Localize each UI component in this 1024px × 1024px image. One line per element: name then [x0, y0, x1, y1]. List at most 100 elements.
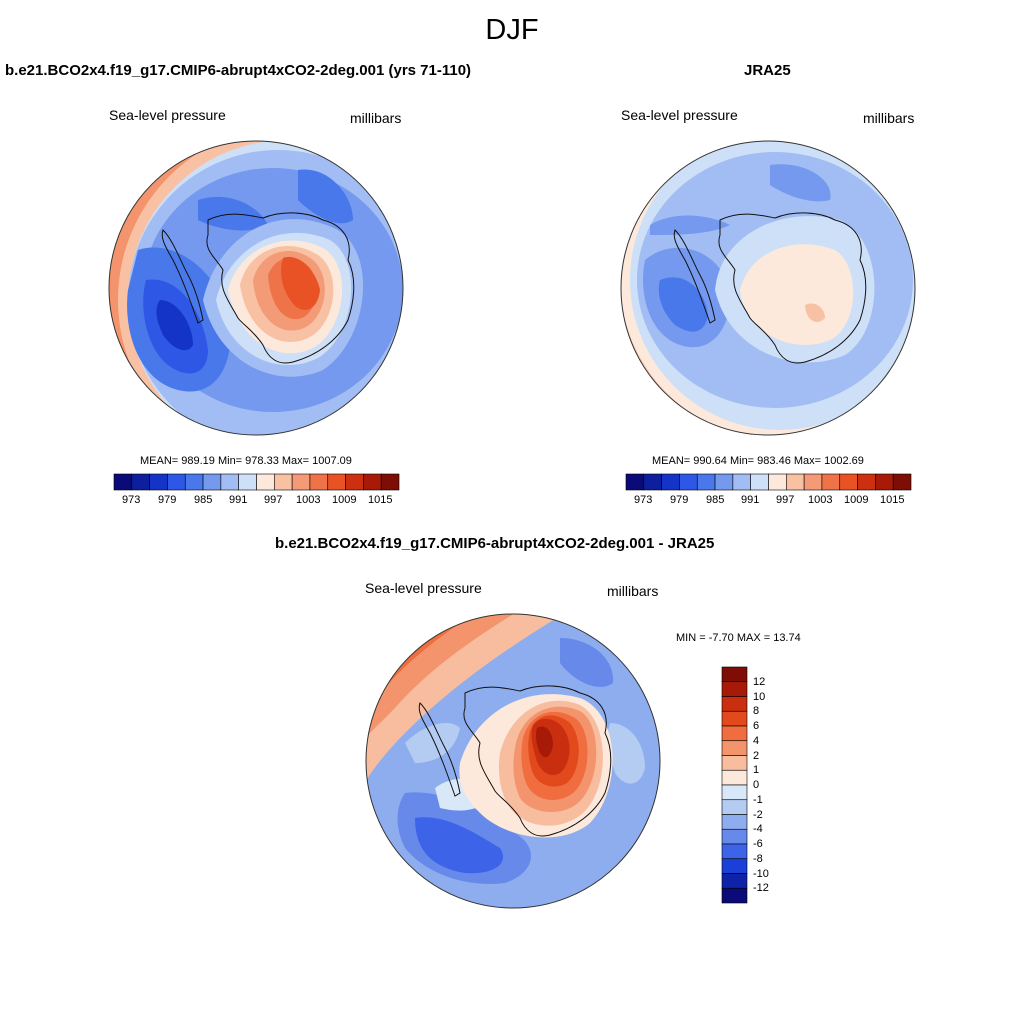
colorbar-swatch — [721, 843, 748, 860]
obs-colorbar-tick: 985 — [706, 494, 725, 506]
diff-colorbar-tick: 4 — [753, 735, 760, 747]
model-colorbar-tick: 1003 — [296, 494, 321, 506]
colorbar-swatch — [732, 473, 751, 491]
colorbar-swatch — [696, 473, 716, 491]
diff-colorbar-tick: -1 — [753, 794, 763, 806]
colorbar-swatch — [238, 473, 257, 491]
colorbar-swatch — [721, 873, 748, 889]
colorbar-swatch — [721, 755, 748, 771]
colorbar-swatch — [721, 887, 748, 904]
obs-colorbar-ticks: 973 979 985 991 997 1003 1009 1015 — [626, 494, 911, 508]
obs-colorbar-tick: 1009 — [844, 494, 869, 506]
diff-colorbar-tick: -12 — [753, 882, 769, 894]
diff-colorbar-tick: 10 — [753, 691, 766, 703]
colorbar-swatch — [721, 710, 748, 727]
colorbar-swatch — [220, 473, 239, 491]
obs-colorbar-tick: 997 — [776, 494, 795, 506]
diff-colorbar-tick: 12 — [753, 676, 766, 688]
obs-panel-title: JRA25 — [744, 62, 791, 79]
obs-polar-map — [620, 140, 916, 436]
colorbar-swatch — [721, 784, 748, 801]
model-colorbar — [113, 473, 400, 491]
diff-units-label: millibars — [607, 583, 659, 599]
model-colorbar-ticks: 973 979 985 991 997 1003 1009 1015 — [114, 494, 399, 508]
diff-polar-map — [365, 613, 661, 909]
colorbar-swatch — [721, 666, 748, 683]
obs-colorbar-tick: 979 — [670, 494, 689, 506]
diff-colorbar — [721, 666, 748, 904]
colorbar-swatch — [750, 473, 769, 491]
model-colorbar-tick: 997 — [264, 494, 283, 506]
obs-stats: MEAN= 990.64 Min= 983.46 Max= 1002.69 — [652, 455, 864, 467]
colorbar-swatch — [721, 725, 748, 742]
diff-colorbar-tick: 1 — [753, 764, 760, 776]
obs-variable-label: Sea-level pressure — [621, 107, 738, 123]
model-colorbar-tick: 973 — [122, 494, 141, 506]
model-stats: MEAN= 989.19 Min= 978.33 Max= 1007.09 — [140, 455, 352, 467]
diff-colorbar-tick: -2 — [753, 809, 763, 821]
colorbar-swatch — [892, 473, 912, 491]
colorbar-swatch — [274, 473, 293, 491]
colorbar-swatch — [679, 473, 698, 491]
model-colorbar-tick: 979 — [158, 494, 177, 506]
colorbar-swatch — [721, 858, 748, 874]
diff-colorbar-tick: 8 — [753, 705, 760, 717]
diff-colorbar-tick: -10 — [753, 868, 769, 880]
model-colorbar-tick: 1015 — [368, 494, 393, 506]
model-polar-map — [108, 140, 404, 436]
colorbar-swatch — [363, 473, 382, 491]
colorbar-swatch — [714, 473, 734, 491]
colorbar-swatch — [768, 473, 787, 491]
colorbar-swatch — [380, 473, 400, 491]
diff-colorbar-tick: -4 — [753, 823, 763, 835]
diff-colorbar-tick: 2 — [753, 750, 760, 762]
diff-colorbar-tick: 6 — [753, 720, 760, 732]
colorbar-swatch — [149, 473, 168, 491]
model-variable-label: Sea-level pressure — [109, 107, 226, 123]
obs-colorbar-tick: 991 — [741, 494, 760, 506]
obs-colorbar — [625, 473, 912, 491]
colorbar-swatch — [721, 681, 748, 697]
obs-units-label: millibars — [863, 110, 915, 126]
diff-colorbar-tick: 0 — [753, 779, 760, 791]
colorbar-swatch — [327, 473, 346, 491]
colorbar-swatch — [857, 473, 876, 491]
model-colorbar-tick: 985 — [194, 494, 213, 506]
model-colorbar-tick: 1009 — [332, 494, 357, 506]
colorbar-swatch — [721, 740, 748, 756]
obs-colorbar-tick: 973 — [634, 494, 653, 506]
model-colorbar-tick: 991 — [229, 494, 248, 506]
colorbar-swatch — [167, 473, 186, 491]
diff-panel-title: b.e21.BCO2x4.f19_g17.CMIP6-abrupt4xCO2-2… — [275, 535, 715, 552]
obs-colorbar-tick: 1015 — [880, 494, 905, 506]
colorbar-swatch — [625, 473, 645, 491]
diff-stats: MIN = -7.70 MAX = 13.74 — [676, 632, 801, 644]
colorbar-swatch — [803, 473, 823, 491]
colorbar-swatch — [345, 473, 364, 491]
colorbar-swatch — [184, 473, 204, 491]
colorbar-swatch — [721, 828, 748, 845]
colorbar-swatch — [202, 473, 222, 491]
colorbar-swatch — [721, 696, 748, 712]
colorbar-swatch — [721, 769, 748, 786]
page-title: DJF — [485, 14, 539, 46]
colorbar-swatch — [839, 473, 858, 491]
colorbar-swatch — [131, 473, 150, 491]
colorbar-swatch — [875, 473, 894, 491]
diff-colorbar-ticks: 12 10 8 6 4 2 1 0 -1 -2 -4 -6 -8 -10 -12 — [753, 676, 793, 896]
diff-colorbar-tick: -8 — [753, 853, 763, 865]
colorbar-swatch — [721, 814, 748, 830]
model-units-label: millibars — [350, 110, 402, 126]
diff-colorbar-tick: -6 — [753, 838, 763, 850]
model-panel-title: b.e21.BCO2x4.f19_g17.CMIP6-abrupt4xCO2-2… — [5, 62, 472, 79]
colorbar-swatch — [821, 473, 841, 491]
colorbar-swatch — [113, 473, 133, 491]
diff-variable-label: Sea-level pressure — [365, 580, 482, 596]
colorbar-swatch — [256, 473, 275, 491]
colorbar-swatch — [309, 473, 329, 491]
colorbar-swatch — [291, 473, 311, 491]
colorbar-swatch — [661, 473, 680, 491]
colorbar-swatch — [721, 799, 748, 815]
colorbar-swatch — [786, 473, 805, 491]
obs-colorbar-tick: 1003 — [808, 494, 833, 506]
